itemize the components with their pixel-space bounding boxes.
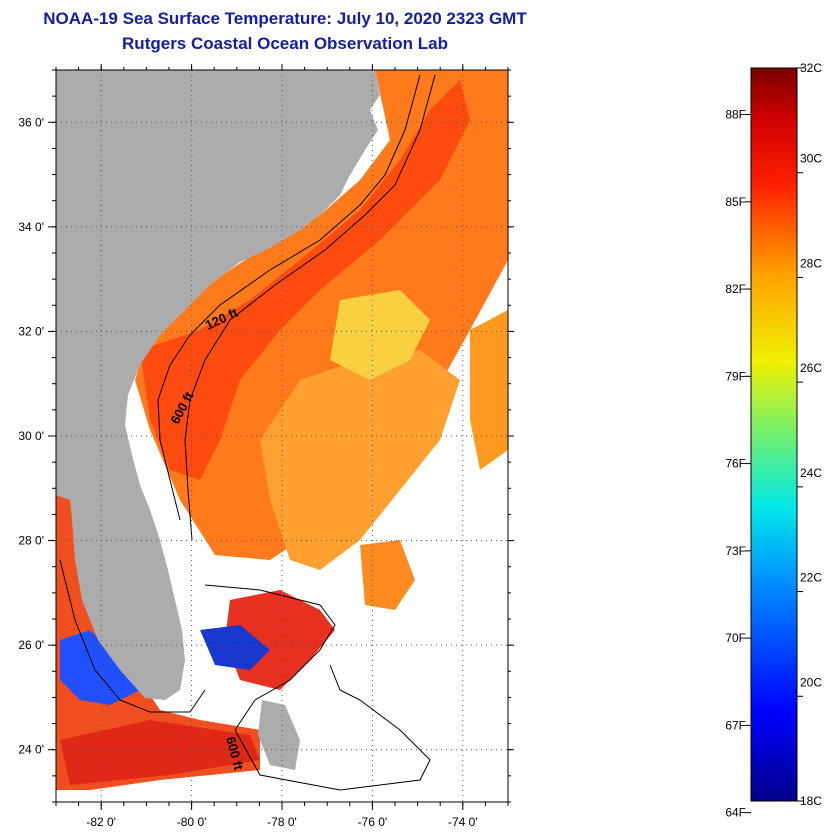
sst-keys-red (60, 720, 260, 785)
lon-tick-label: -76 0' (358, 815, 388, 829)
fahrenheit-label: 64F (725, 806, 746, 820)
sst-yellow-patch (330, 290, 430, 380)
lat-tick-label: 34 0' (18, 220, 44, 234)
fahrenheit-label: 73F (725, 544, 746, 558)
lat-tick-label: 32 0' (18, 324, 44, 338)
colorbar-labels: 32C 30C 28C 26C 24C 22C 20C 18C 88F 85F 82F 79F 76F 7… (725, 61, 822, 820)
celsius-label: 26C (800, 361, 822, 375)
map-axis-labels: -82 0' -80 0' -78 0' -76 0' -74 0' 24 0' 26 0'… (18, 115, 477, 829)
contour-bahamas (204, 584, 431, 791)
lat-tick-label: 36 0' (18, 115, 44, 129)
sst-gulf-mixed (56, 490, 260, 790)
lon-tick-label: -80 0' (177, 815, 207, 829)
celsius-label: 20C (800, 675, 822, 689)
lat-tick-label: 26 0' (18, 638, 44, 652)
map-grid (56, 70, 508, 802)
sst-gulf-blue (60, 630, 140, 705)
celsius-label: 18C (800, 794, 822, 808)
land-andros (258, 700, 300, 770)
sst-map (56, 70, 508, 802)
sst-warm-core (140, 80, 470, 480)
land-us-coast (56, 70, 380, 700)
lat-tick-label: 24 0' (18, 743, 44, 757)
celsius-label: 28C (800, 256, 822, 270)
sst-orange-offshore (260, 350, 460, 570)
contour-120ft (157, 74, 421, 521)
contour-florida-shelf (59, 559, 206, 713)
lat-tick-label: 28 0' (18, 534, 44, 548)
map-axis-ticks (48, 64, 514, 810)
sst-south-orange (360, 540, 415, 610)
chart-subtitle: Rutgers Coastal Ocean Observation Lab (122, 34, 448, 53)
celsius-label: 30C (800, 152, 822, 166)
chart-title: NOAA-19 Sea Surface Temperature: July 10… (43, 9, 527, 28)
celsius-label: 32C (800, 61, 822, 75)
contour-600ft (184, 74, 436, 541)
lon-tick-label: -82 0' (86, 815, 116, 829)
sst-east-coast-edge (470, 310, 508, 470)
fahrenheit-label: 67F (725, 718, 746, 732)
lat-tick-label: 30 0' (18, 429, 44, 443)
celsius-label: 22C (800, 571, 822, 585)
fahrenheit-label: 70F (725, 631, 746, 645)
celsius-label: 24C (800, 466, 822, 480)
sst-bahamas-blue (200, 625, 270, 670)
colorbar-ticks (745, 67, 803, 814)
lon-tick-label: -74 0' (448, 815, 478, 829)
fahrenheit-label: 88F (725, 108, 746, 122)
fahrenheit-label: 82F (725, 282, 746, 296)
fahrenheit-label: 79F (725, 369, 746, 383)
fahrenheit-label: 85F (725, 195, 746, 209)
lon-tick-label: -78 0' (267, 815, 297, 829)
colorbar (750, 67, 798, 802)
fahrenheit-label: 76F (725, 457, 746, 471)
